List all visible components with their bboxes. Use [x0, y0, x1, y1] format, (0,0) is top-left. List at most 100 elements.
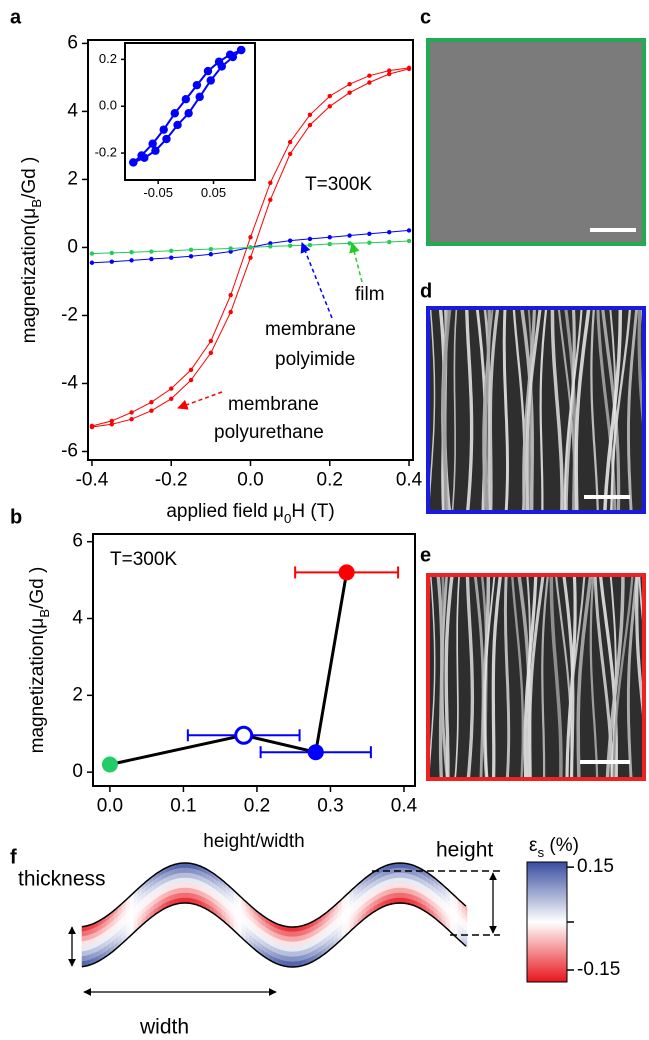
data-point [327, 104, 332, 109]
data-point [367, 231, 372, 237]
strain-cell [177, 882, 183, 890]
data-point [347, 241, 352, 246]
data-point [184, 109, 193, 118]
panel-letter: e [420, 544, 431, 566]
data-point [129, 410, 134, 415]
x-axis-label-part: H (T) [291, 501, 334, 522]
micrograph-ridge [442, 308, 452, 511]
micrograph-ridge [473, 575, 485, 779]
strain-cell [181, 877, 187, 884]
annotation: polyurethane [214, 422, 324, 443]
y-tick-label: 0 [72, 761, 83, 782]
data-point [149, 408, 154, 413]
y-axis-label: magnetization(μB/Gd ) [27, 567, 52, 754]
data-point [367, 73, 372, 78]
y-tick-label: -6 [61, 441, 78, 462]
y-axis-label-part: magnetization(μ [27, 618, 48, 754]
strain-cell [293, 936, 299, 943]
micrograph [428, 575, 644, 779]
strain-cell [393, 877, 399, 884]
micrograph-ridge [525, 308, 542, 512]
x-axis-label-part: height/width [203, 831, 304, 852]
data-point [159, 125, 168, 134]
data-point [347, 82, 352, 87]
data-point [149, 399, 154, 405]
strain-cell [181, 892, 187, 899]
data-point [109, 418, 114, 424]
data-point [268, 241, 273, 246]
micrograph-ridge [603, 308, 623, 512]
y-axis-label-part: B [37, 609, 52, 618]
strain-cell [185, 872, 191, 879]
strain-cell [401, 877, 407, 884]
data-point [228, 249, 233, 254]
data-point [307, 744, 324, 761]
x-axis-label-part: 0 [284, 511, 291, 526]
micrograph-bg [428, 40, 644, 244]
data-point [208, 246, 214, 252]
strain-cell [293, 931, 299, 938]
data-point [188, 377, 194, 383]
strain-cell [289, 946, 295, 953]
strain-cell [185, 867, 191, 874]
y-axis-label-part: /Gd ) [27, 567, 48, 609]
data-point [89, 251, 95, 256]
annotation: membrane [228, 394, 319, 415]
y-tick-label: 2 [72, 684, 83, 705]
data-point [89, 260, 95, 265]
x-tick-label: 0.4 [391, 795, 418, 816]
micrograph-ridge [605, 575, 625, 779]
micrograph-ridge [566, 575, 586, 779]
strain-cell [185, 882, 191, 889]
data-point [208, 338, 214, 344]
data-point [327, 235, 332, 240]
pointer-arrow [177, 391, 223, 410]
micrograph-ridge [523, 575, 538, 779]
data-point [137, 151, 146, 160]
data-point [208, 350, 214, 356]
y-tick-label: 4 [72, 608, 83, 629]
micrograph-ridge [598, 575, 618, 779]
x-tick-label: 0.0 [237, 469, 263, 490]
diagram-label: height [436, 839, 493, 862]
colorbar-title-part: (%) [544, 835, 579, 856]
data-point [387, 68, 392, 73]
strain-cell [285, 946, 291, 953]
data-point [248, 245, 253, 250]
data-point [234, 725, 254, 745]
data-point [129, 258, 134, 263]
strain-cell [181, 872, 187, 879]
data-point [287, 243, 293, 248]
data-point [228, 309, 233, 315]
data-point [307, 236, 313, 242]
strain-cell [401, 887, 407, 894]
x-tick-label: 0.2 [244, 795, 270, 816]
micrograph-ridge [522, 308, 537, 512]
strain-cell [285, 956, 291, 963]
data-point [188, 247, 194, 253]
micrograph-ridge [491, 575, 503, 779]
strain-cell [401, 872, 407, 879]
micrograph-ridge [527, 308, 533, 512]
data-point [307, 122, 313, 128]
data-point [268, 180, 273, 186]
panel-letter: f [10, 846, 17, 868]
strain-cell [177, 867, 183, 875]
strain-cell [177, 872, 183, 880]
data-point [162, 134, 171, 144]
annotation: T=300K [110, 549, 177, 570]
strain-cell [397, 887, 403, 894]
y-axis-label-part: /Gd ) [19, 157, 40, 199]
strain-cell [285, 931, 291, 938]
micrograph-ridge [428, 575, 436, 779]
strain-cell [289, 931, 295, 938]
data-point [169, 396, 174, 401]
data-point [248, 255, 253, 260]
data-point [188, 367, 194, 373]
micrograph-ridge [610, 308, 632, 511]
x-tick-label: -0.05 [143, 185, 173, 200]
strain-cell [393, 882, 399, 889]
strain-cell [465, 940, 468, 948]
strain-cell [393, 892, 399, 899]
